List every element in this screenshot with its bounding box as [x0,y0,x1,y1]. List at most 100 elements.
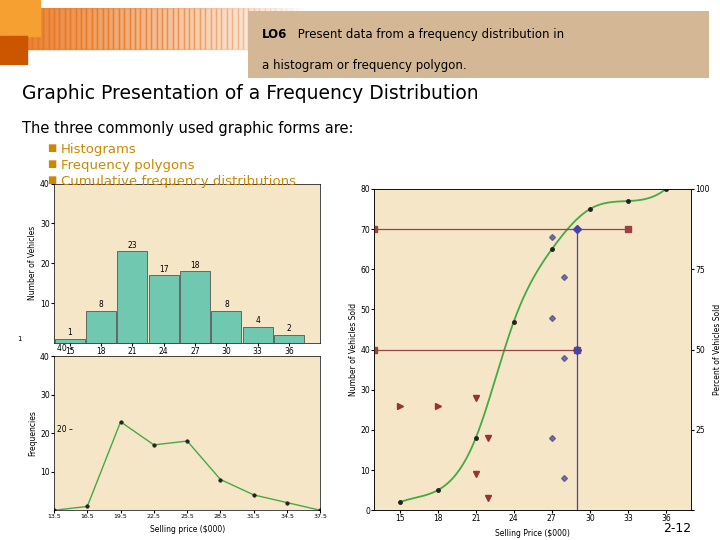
Bar [0,0,40,36]
Text: Graphic Presentation of a Frequency Distribution: Graphic Presentation of a Frequency Dist… [22,84,478,103]
Bar [232,8,238,50]
Bar [281,8,287,50]
Text: 17: 17 [159,265,168,274]
Text: 23: 23 [127,241,138,249]
Text: ■: ■ [47,143,56,153]
Bar [65,8,71,50]
Bar [71,8,76,50]
Text: 20 –: 20 – [57,425,73,434]
Bar [86,8,92,50]
Text: LO6: LO6 [262,28,287,40]
Bar [22,8,27,50]
Bar [54,8,60,50]
Text: 18: 18 [190,261,199,269]
Bar [389,8,395,50]
Bar [416,8,421,50]
Bar [205,8,210,50]
Y-axis label: Number of Vehicles Sold: Number of Vehicles Sold [348,303,358,396]
Bar [37,8,43,50]
Text: 2: 2 [287,325,292,333]
Bar [265,8,270,50]
Bar [157,8,162,50]
Text: 40 –: 40 – [57,345,73,353]
Text: 1: 1 [17,336,22,342]
Bar [149,275,179,343]
Bar [340,8,346,50]
Bar [329,8,335,50]
Text: ■: ■ [47,176,56,186]
Bar [200,8,205,50]
Bar [335,8,340,50]
Bar [0,8,6,50]
Bar [319,8,324,50]
Bar [81,8,86,50]
Bar [173,8,179,50]
Bar [114,8,119,50]
X-axis label: Selling Price ($000): Selling Price ($000) [495,529,570,538]
Text: The three commonly used graphic forms are:: The three commonly used graphic forms ar… [22,122,353,137]
Bar [210,8,216,50]
Bar [86,311,116,343]
Y-axis label: Percent of Vehicles Sold: Percent of Vehicles Sold [713,304,720,395]
Bar [351,8,356,50]
Bar [49,8,54,50]
Bar [16,8,22,50]
Bar [119,8,125,50]
Bar [292,8,297,50]
Bar [426,8,432,50]
Bar [76,8,81,50]
Bar [227,8,232,50]
Bar [145,8,151,50]
Bar [92,8,97,50]
Bar [400,8,405,50]
Bar [274,335,304,343]
Bar [302,8,307,50]
Text: 2-12: 2-12 [663,522,691,535]
Bar [167,8,173,50]
Bar [373,8,378,50]
Bar [356,8,361,50]
Bar [346,8,351,50]
Bar [243,327,273,343]
Y-axis label: Frequencies: Frequencies [28,410,37,456]
Bar [383,8,389,50]
Bar [287,8,292,50]
Bar [259,8,265,50]
Text: Cumulative frequency distributions: Cumulative frequency distributions [61,176,296,188]
Text: Present data from a frequency distribution in: Present data from a frequency distributi… [294,28,564,40]
Bar [108,8,114,50]
Bar [151,8,157,50]
Bar [222,8,227,50]
Bar [405,8,410,50]
Bar [324,8,329,50]
Bar [395,8,400,50]
Bar [297,8,302,50]
Bar [421,8,426,50]
Bar [55,339,84,343]
Bar [0,36,27,65]
Bar [275,8,281,50]
Text: 4: 4 [256,316,260,326]
Text: 8: 8 [99,300,104,309]
Bar [378,8,383,50]
Bar [212,311,241,343]
Bar [189,8,194,50]
Bar [238,8,243,50]
Bar [60,8,65,50]
Bar [184,8,189,50]
Bar [32,8,37,50]
Bar [243,8,248,50]
Bar [135,8,140,50]
Bar [102,8,108,50]
Bar [367,8,373,50]
X-axis label: Selling price ($000): Selling price ($000) [150,525,225,534]
Bar [308,8,313,50]
Bar [179,8,184,50]
Bar [216,8,222,50]
Bar [43,8,49,50]
Text: Frequency polygons: Frequency polygons [61,159,194,172]
Bar [410,8,416,50]
Bar [162,8,167,50]
Bar [130,8,135,50]
Bar [362,8,367,50]
